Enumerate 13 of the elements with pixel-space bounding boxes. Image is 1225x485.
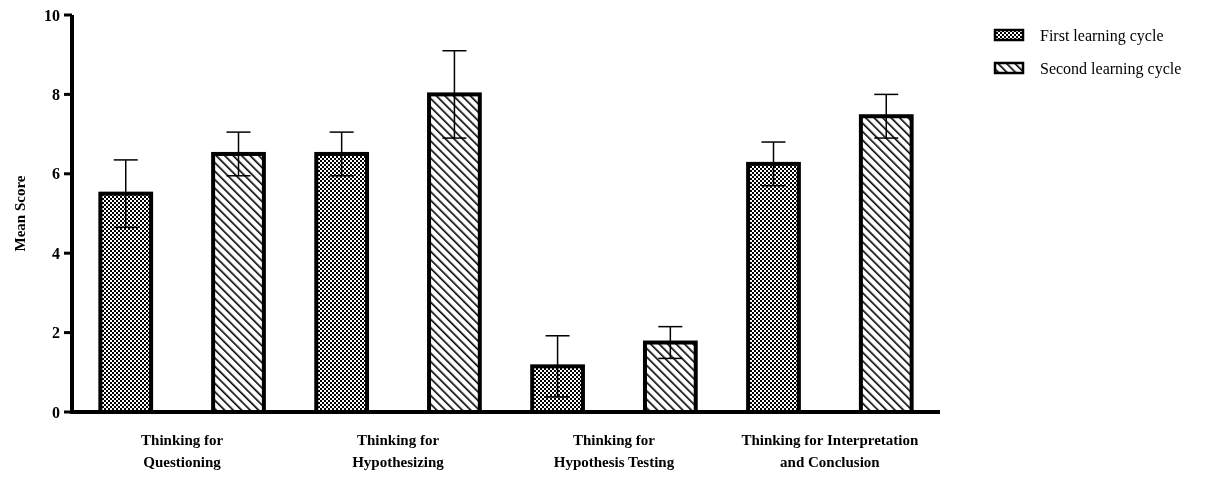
y-tick-label: 4 — [52, 244, 60, 262]
y-tick-label: 6 — [52, 165, 60, 183]
y-axis-title: Mean Score — [12, 175, 29, 252]
y-tick-label: 2 — [52, 324, 60, 342]
x-tick-label: Thinking for Questioning — [141, 432, 224, 470]
x-tick-label: Thinking for Interpretation and Conclusion — [741, 432, 920, 470]
legend-label: Second learning cycle — [1040, 59, 1182, 78]
y-tick-label: 10 — [44, 6, 60, 24]
legend-label: First learning cycle — [1040, 26, 1164, 45]
x-tick-label: Thinking for Hypothesis Testing — [553, 432, 675, 470]
x-tick-label: Thinking for Hypothesizing — [352, 432, 445, 470]
y-tick-label: 0 — [52, 403, 60, 421]
y-tick-label: 8 — [52, 86, 60, 103]
